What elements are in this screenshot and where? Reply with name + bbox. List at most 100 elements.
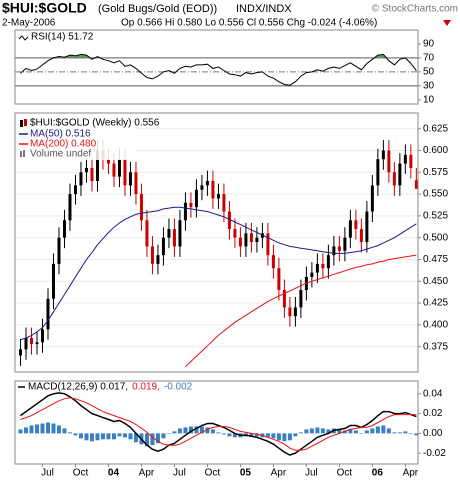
- candle-body: [348, 220, 352, 238]
- candle-body: [123, 159, 127, 186]
- candle-body: [161, 237, 165, 256]
- candle-body: [189, 202, 193, 208]
- credit: © StockCharts.com: [372, 4, 458, 15]
- histogram-bar: [403, 431, 408, 434]
- histogram-bar: [326, 429, 331, 434]
- candle-body: [233, 228, 237, 238]
- candle-body: [106, 159, 110, 164]
- panel-frame: [14, 112, 419, 373]
- candle-body: [332, 246, 336, 256]
- histogram-bar: [172, 431, 177, 434]
- y-tick-label: 0.525: [423, 211, 448, 222]
- plot-area: [15, 128, 418, 368]
- legend-icon: [20, 151, 22, 157]
- candle-body: [266, 233, 270, 256]
- candle-body: [387, 150, 391, 173]
- candle-body: [365, 211, 369, 243]
- rsi-label: RSI(14) 51.72: [31, 32, 94, 43]
- y-tick-label: -0.02: [423, 448, 446, 459]
- legend-entry: MA(200) 0.480: [30, 139, 97, 150]
- histogram-bar: [23, 427, 28, 434]
- histogram-bar: [293, 433, 298, 437]
- candle-body: [321, 263, 325, 269]
- symbol: $HUI:$GOLD: [2, 0, 87, 16]
- candle-body: [112, 163, 116, 177]
- y-tick-label: 0.450: [423, 276, 448, 287]
- y-tick-label: 0.575: [423, 167, 448, 178]
- candle-body: [216, 194, 220, 199]
- histogram-bar: [51, 423, 56, 434]
- histogram-bar: [309, 428, 314, 434]
- candle-body: [117, 159, 121, 177]
- candle-body: [200, 185, 204, 190]
- histogram-bar: [375, 426, 380, 434]
- rsi-line: [20, 53, 417, 86]
- histogram-bar: [271, 433, 276, 439]
- quote: Op 0.566 Hi 0.580 Lo 0.556 Cl 0.556 Chg …: [121, 18, 377, 29]
- histogram-bar: [95, 433, 100, 441]
- candle-body: [183, 202, 187, 221]
- y-tick-label: 0.625: [423, 123, 448, 134]
- legend-icon: [18, 35, 29, 41]
- histogram-bar: [227, 433, 232, 437]
- candle-body: [414, 180, 418, 189]
- candle-body: [51, 263, 55, 299]
- x-tick-label: Apr: [271, 468, 287, 479]
- candle-body: [156, 255, 160, 264]
- histogram-bar: [150, 433, 155, 446]
- legend-entry: Volume undef: [30, 149, 91, 160]
- candle-body: [249, 233, 253, 243]
- histogram-bar: [265, 433, 270, 438]
- candle-body: [57, 237, 61, 264]
- candle-body: [73, 185, 77, 195]
- x-tick-label: Apr: [139, 468, 155, 479]
- legend-icon: [20, 120, 23, 127]
- candle-body: [194, 189, 198, 208]
- candle-body: [409, 154, 413, 168]
- candle-body: [227, 211, 231, 229]
- candle-body: [282, 290, 286, 308]
- x-tick-label: 06: [372, 468, 384, 479]
- candle-body: [35, 342, 39, 345]
- histogram-bar: [315, 427, 320, 434]
- candle-body: [178, 220, 182, 247]
- histogram-bar: [353, 430, 358, 434]
- overbought-fill: [20, 54, 417, 58]
- candle-body: [354, 220, 358, 229]
- histogram-bar: [100, 433, 105, 440]
- x-tick-label: Jul: [305, 468, 318, 479]
- x-tick-label: Jul: [173, 468, 186, 479]
- candle-body: [145, 220, 149, 247]
- x-tick-label: Oct: [337, 468, 353, 479]
- macd-line: [20, 397, 417, 451]
- histogram-bar: [166, 433, 171, 434]
- histogram-bar: [392, 432, 397, 434]
- y-tick-label: 0.550: [423, 189, 448, 200]
- panel-frame: [14, 380, 419, 465]
- histogram-bar: [84, 433, 89, 441]
- histogram-bar: [232, 433, 237, 438]
- candle-body: [392, 172, 396, 186]
- x-tick-label: Jul: [41, 468, 54, 479]
- candle-body: [326, 255, 330, 269]
- candle-body: [211, 181, 215, 199]
- histogram-bar: [381, 425, 386, 434]
- histogram-bar: [78, 433, 83, 439]
- y-tick-label: 90: [423, 39, 435, 50]
- y-tick-label: 0.475: [423, 254, 448, 265]
- legend-entry: MA(50) 0.516: [30, 129, 91, 140]
- candle-body: [68, 194, 72, 221]
- histogram-bar: [161, 433, 166, 439]
- legend-icon: [24, 119, 27, 126]
- exchange: INDX/INDX: [236, 3, 292, 15]
- histogram-bar: [40, 423, 45, 434]
- histogram-bar: [144, 433, 149, 447]
- histogram-bar: [34, 424, 39, 434]
- price-legend: $HUI:$GOLD (Weekly) 0.556: [30, 118, 160, 129]
- candle-body: [238, 237, 242, 247]
- candle-body: [370, 185, 374, 212]
- histogram-bar: [155, 433, 160, 444]
- legend-entry: 0.019,: [132, 382, 160, 393]
- histogram-bar: [221, 433, 226, 435]
